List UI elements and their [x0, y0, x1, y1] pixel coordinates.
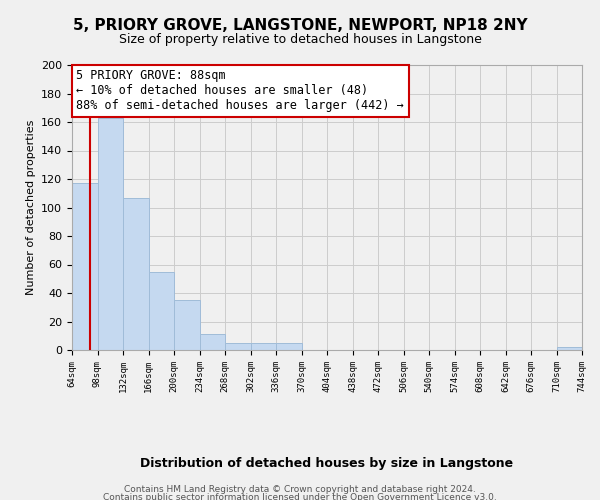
Bar: [174, 300, 199, 350]
Text: Size of property relative to detached houses in Langstone: Size of property relative to detached ho…: [119, 32, 481, 46]
Text: Distribution of detached houses by size in Langstone: Distribution of detached houses by size …: [140, 458, 514, 470]
Bar: [97, 118, 123, 350]
Bar: [557, 347, 582, 350]
Text: 5, PRIORY GROVE, LANGSTONE, NEWPORT, NP18 2NY: 5, PRIORY GROVE, LANGSTONE, NEWPORT, NP1…: [73, 18, 527, 32]
Y-axis label: Number of detached properties: Number of detached properties: [26, 120, 35, 295]
Bar: [72, 184, 97, 350]
Bar: [123, 198, 149, 350]
Bar: [149, 272, 174, 350]
Bar: [225, 343, 251, 350]
Bar: [251, 343, 276, 350]
Bar: [276, 343, 302, 350]
Text: Contains HM Land Registry data © Crown copyright and database right 2024.: Contains HM Land Registry data © Crown c…: [124, 485, 476, 494]
Text: Contains public sector information licensed under the Open Government Licence v3: Contains public sector information licen…: [103, 492, 497, 500]
Text: 5 PRIORY GROVE: 88sqm
← 10% of detached houses are smaller (48)
88% of semi-deta: 5 PRIORY GROVE: 88sqm ← 10% of detached …: [77, 70, 404, 112]
Bar: [199, 334, 225, 350]
